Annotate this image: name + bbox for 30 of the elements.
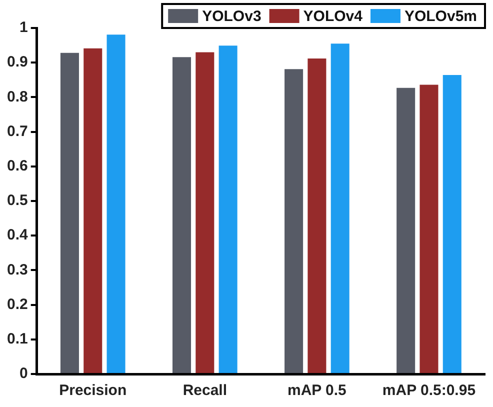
y-tick-label: 0.7 <box>6 122 28 140</box>
bar <box>60 52 79 373</box>
bar <box>308 58 326 373</box>
y-tick-label: 0.3 <box>6 261 28 278</box>
bar <box>84 48 102 373</box>
bar <box>442 75 462 373</box>
x-tick-label: mAP 0.5 <box>287 382 346 400</box>
x-tick-label: Precision <box>59 382 127 400</box>
y-tick-label: 0.9 <box>6 54 28 71</box>
y-tick-label: 0.1 <box>6 330 28 348</box>
y-tick-label: 1 <box>20 19 28 36</box>
y-tick-label: 0.8 <box>6 88 28 106</box>
bar <box>330 44 350 373</box>
legend-label: YOLOv4 <box>303 8 364 26</box>
y-tick-label: 0.5 <box>6 192 28 210</box>
x-tick-label: mAP 0.5:0.95 <box>382 382 476 400</box>
bar <box>196 52 214 373</box>
bar <box>420 84 438 373</box>
bar <box>284 69 304 373</box>
x-tick-label: Recall <box>182 382 228 400</box>
legend-label: YOLOv3 <box>202 8 262 26</box>
y-tick-label: 0.6 <box>6 158 28 175</box>
y-tick-label: 0.2 <box>6 296 28 313</box>
y-tick-label: 0 <box>20 365 28 382</box>
bar <box>172 57 192 373</box>
bar <box>106 34 126 373</box>
y-tick-label: 0.4 <box>6 226 28 244</box>
legend-label: YOLOv5m <box>404 8 478 26</box>
bar <box>218 46 238 373</box>
bar <box>396 88 416 373</box>
